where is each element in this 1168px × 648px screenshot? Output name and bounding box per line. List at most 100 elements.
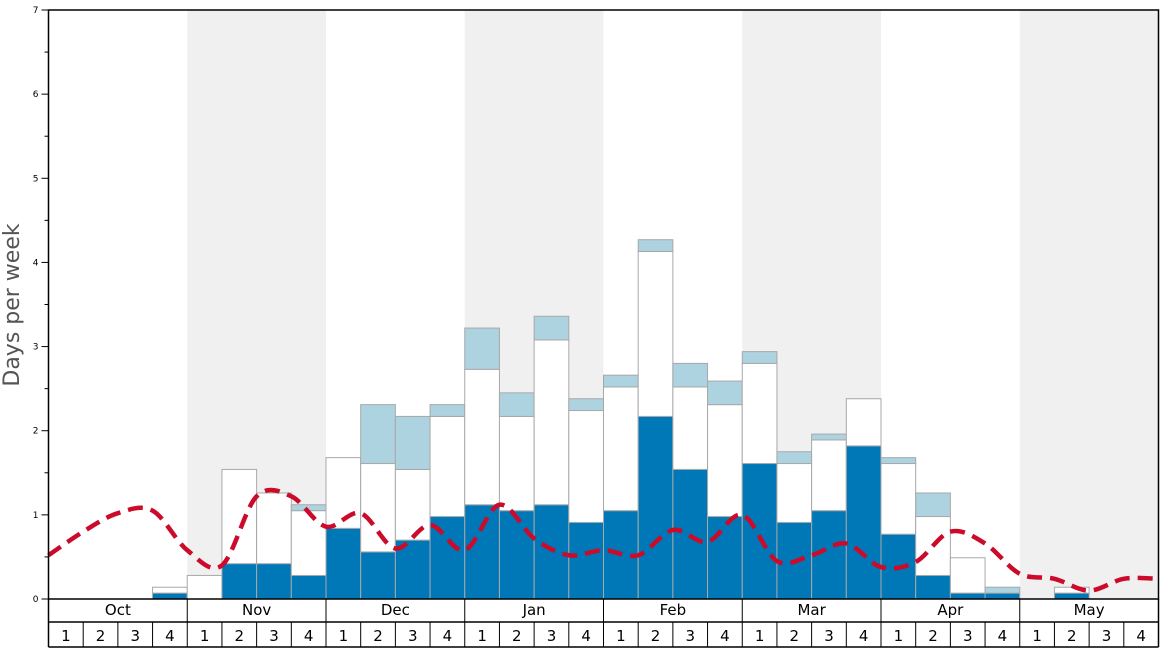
bar-segment-dark (533, 504, 570, 600)
week-label: 4 (859, 627, 869, 645)
week-label: 2 (235, 627, 245, 645)
trend-line (47, 487, 1159, 593)
month-label: May (1074, 601, 1105, 619)
bar-segment-light (915, 492, 951, 518)
bar-segment-light (984, 586, 1021, 594)
month-bands (187, 10, 1159, 599)
bar-segment-light (811, 433, 847, 441)
y-tick-label: 6 (33, 90, 39, 100)
bar-segment-white (360, 463, 396, 553)
bar-segment-white (949, 557, 986, 594)
bar-segment-dark (325, 527, 362, 600)
y-tick-label: 5 (33, 174, 39, 184)
week-label: 2 (1067, 627, 1077, 645)
month-label: Oct (105, 601, 131, 619)
bar-segment-white (845, 398, 882, 447)
bar-segment-dark (984, 592, 1021, 600)
week-label: 2 (373, 627, 383, 645)
x-axis: Oct Nov Dec Jan Feb Mar Apr May 1 2 3 4 1 2 3 4 1 2 3 4 1 2 3 4… (47, 599, 1160, 648)
bar-segment-dark (637, 415, 674, 600)
week-label: 3 (269, 627, 279, 645)
bar-segment-light (464, 327, 500, 370)
y-tick-label: 3 (33, 343, 39, 353)
week-label: 3 (963, 627, 973, 645)
bar-segment-dark (672, 468, 709, 600)
month-label: Feb (660, 601, 687, 619)
month-band (1019, 10, 1159, 599)
bar-segment-white (256, 492, 292, 565)
month-label: Jan (522, 601, 546, 619)
week-label: 4 (443, 627, 453, 645)
bar-segment-white (186, 574, 223, 600)
bar-segment-white (915, 516, 951, 576)
bar-segment-light (394, 415, 431, 470)
month-label: Nov (242, 601, 271, 619)
week-label: 3 (547, 627, 557, 645)
bar-segment-white (811, 439, 847, 512)
bar-segment-white (394, 468, 431, 541)
week-label: 1 (200, 627, 210, 645)
week-label: 1 (616, 627, 626, 645)
week-label: 4 (581, 627, 591, 645)
y-axis: 0 1 2 3 4 5 6 7 (33, 6, 49, 605)
week-label: 1 (755, 627, 765, 645)
week-label: 4 (1136, 627, 1146, 645)
week-label: 3 (408, 627, 418, 645)
bar-segment-dark (568, 521, 604, 600)
bar-segment-white (776, 463, 813, 523)
week-label: 4 (720, 627, 730, 645)
bar-segment-light (880, 457, 917, 465)
bar-segment-light (533, 315, 570, 341)
bar-segment-white (1053, 586, 1090, 594)
week-label: 1 (477, 627, 487, 645)
bar-segment-light (672, 362, 709, 388)
month-label: Dec (381, 601, 410, 619)
y-tick-label: 1 (33, 511, 39, 521)
week-label: 1 (61, 627, 71, 645)
bar-segment-light (429, 404, 466, 417)
y-tick-label: 0 (33, 595, 39, 605)
bar-segment-light (776, 451, 813, 465)
bar-segment-dark (707, 516, 743, 600)
bar-segment-light (360, 404, 396, 465)
month-label: Apr (937, 601, 964, 619)
bar-segment-light (707, 380, 743, 406)
week-label: 3 (824, 627, 834, 645)
bar-segment-dark (498, 510, 535, 600)
week-label: 3 (1102, 627, 1112, 645)
y-axis-label: Days per week (0, 223, 25, 386)
bar-segment-white (533, 339, 570, 506)
y-tick-label: 7 (33, 6, 39, 16)
bar-segment-light (741, 351, 778, 364)
bar-segment-dark (221, 563, 258, 600)
month-label: Mar (797, 601, 826, 619)
week-label: 2 (790, 627, 800, 645)
bar-segment-dark (915, 574, 951, 600)
y-tick-label: 4 (33, 258, 39, 268)
bar-segment-dark (741, 463, 778, 600)
bar-segment-dark (290, 574, 327, 600)
bar-segment-white (429, 415, 466, 518)
bar-segment-light (568, 398, 604, 412)
bar-segment-white (637, 250, 674, 417)
bar-segment-dark (256, 563, 292, 600)
bar-segment-light (637, 239, 674, 252)
bar-segment-light (603, 374, 639, 388)
week-label: 1 (1032, 627, 1042, 645)
y-tick-label: 2 (33, 427, 39, 437)
bar-segment-white (152, 586, 188, 594)
bar-segment-white (672, 386, 709, 470)
bar-segment-white (498, 415, 535, 512)
bar-segment-light (498, 392, 535, 417)
bar-segment-white (603, 386, 639, 512)
bar-segment-white (464, 368, 500, 506)
week-label: 2 (651, 627, 661, 645)
week-label: 4 (304, 627, 314, 645)
week-label: 1 (894, 627, 904, 645)
bar-segment-white (325, 457, 362, 529)
bar-segment-white (741, 362, 778, 465)
bar-segment-dark (1053, 592, 1090, 600)
bar-segment-dark (152, 592, 188, 600)
week-label: 3 (130, 627, 140, 645)
